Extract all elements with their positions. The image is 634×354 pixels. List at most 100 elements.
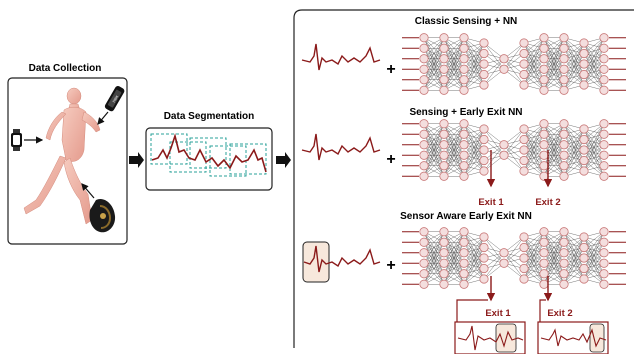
row2-exits: Exit 1 Exit 2 [478, 150, 561, 208]
data-segmentation-title: Data Segmentation [164, 111, 255, 122]
nn-node [579, 274, 589, 284]
row3-exit1-label: Exit 1 [485, 308, 511, 319]
nn-edge [443, 48, 465, 91]
nn-edge [443, 252, 465, 285]
nn-edge [563, 149, 585, 177]
nn-edge [443, 123, 465, 166]
nn-edge [563, 42, 585, 80]
nn-node [499, 140, 509, 150]
nn-edge [463, 53, 485, 91]
nn-node [439, 279, 449, 289]
nn-node [579, 166, 589, 176]
nn-node [559, 85, 569, 95]
nn-edge [543, 37, 565, 80]
nn-edge [543, 123, 565, 145]
nn-node [559, 171, 569, 181]
nn-node [479, 145, 489, 155]
nn-node [419, 269, 429, 279]
nn-node [459, 33, 469, 43]
nn-node [539, 279, 549, 289]
nn-edge [563, 128, 585, 156]
nn-node [459, 171, 469, 181]
nn-node [459, 227, 469, 237]
nn-node [559, 161, 569, 171]
nn-edge [523, 144, 545, 172]
nn-node [519, 69, 529, 80]
nn-edge [463, 139, 485, 177]
row2-exit1-label: Exit 1 [478, 197, 504, 208]
nn-node [439, 140, 449, 150]
nn-node [439, 150, 449, 160]
nn-node [479, 263, 489, 274]
nn-node [599, 75, 609, 85]
nn-node [559, 119, 569, 129]
nn-node [419, 248, 429, 258]
nn-node [579, 263, 589, 274]
nn-edge [463, 42, 485, 70]
nn-node [539, 33, 549, 43]
nn-edge [483, 252, 505, 280]
nn-edge [443, 134, 465, 177]
nn-node [419, 171, 429, 181]
network-sensor-aware [402, 227, 626, 289]
nn-edge [443, 242, 465, 285]
nn-node [419, 129, 429, 139]
nn-edge [563, 247, 585, 285]
nn-node [439, 33, 449, 43]
nn-node [439, 161, 449, 171]
nn-node [439, 258, 449, 268]
nn-node [499, 150, 509, 160]
nn-edge [523, 242, 545, 280]
nn-node [439, 64, 449, 74]
nn-edge [463, 236, 485, 264]
knee-brace-sensor-icon [89, 198, 116, 233]
nn-edge [503, 236, 525, 264]
nn-edge [523, 231, 545, 259]
nn-node [579, 124, 589, 134]
nn-node [599, 129, 609, 139]
nn-node [439, 129, 449, 139]
nn-node [419, 119, 429, 129]
nn-node [419, 227, 429, 237]
nn-edge [463, 236, 485, 274]
nn-node [599, 33, 609, 43]
nn-node [539, 161, 549, 171]
row3-title: Sensor Aware Early Exit NN [400, 211, 532, 222]
nn-node [599, 150, 609, 160]
nn-edge [483, 58, 505, 86]
nn-node [439, 171, 449, 181]
nn-node [439, 75, 449, 85]
nn-edge [583, 242, 605, 280]
nn-node [559, 237, 569, 247]
nn-node [579, 253, 589, 263]
nn-edge [423, 123, 445, 166]
nn-edge [563, 128, 585, 166]
row3-plus: + [386, 257, 395, 274]
nn-edge [583, 252, 605, 280]
nn-edge [423, 48, 445, 91]
nn-node [519, 124, 529, 134]
nn-node [579, 134, 589, 145]
nn-node [459, 64, 469, 74]
nn-node [479, 38, 489, 48]
nn-node [599, 227, 609, 237]
nn-node [419, 279, 429, 289]
nn-node [419, 150, 429, 160]
nn-edge [583, 37, 605, 75]
nn-node [479, 232, 489, 242]
nn-edge [563, 42, 585, 70]
nn-edge [463, 128, 485, 166]
exit1-sensor-signal-box [454, 321, 526, 354]
nn-node [439, 119, 449, 129]
nn-node [479, 166, 489, 176]
nn-node [459, 150, 469, 160]
nn-node [559, 54, 569, 64]
nn-node [539, 43, 549, 53]
nn-node [519, 166, 529, 176]
nn-edge [523, 123, 545, 151]
segment-windows [150, 133, 267, 177]
nn-edge [423, 123, 445, 145]
nn-node [439, 54, 449, 64]
nn-node [419, 64, 429, 74]
